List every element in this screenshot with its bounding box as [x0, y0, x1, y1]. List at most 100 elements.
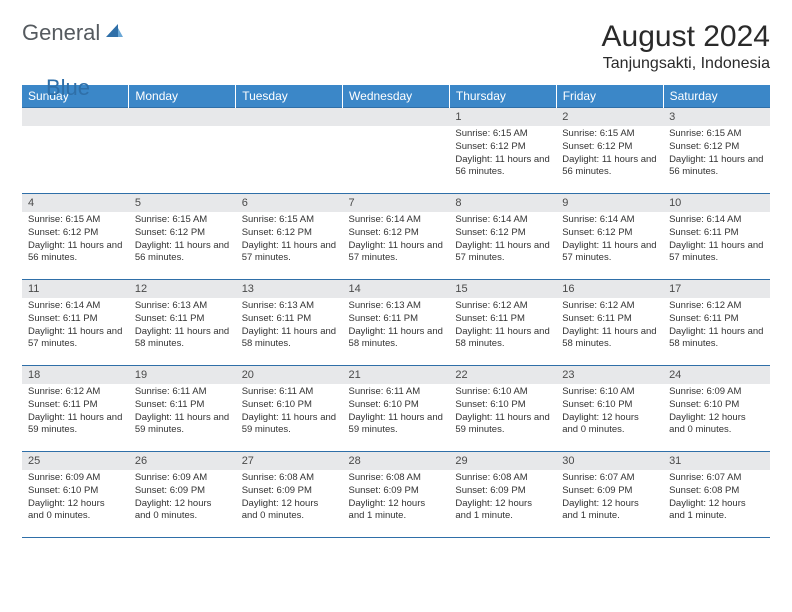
- day-number: 11: [22, 280, 129, 298]
- day-details: Sunrise: 6:09 AMSunset: 6:09 PMDaylight:…: [129, 470, 236, 527]
- weekday-header: Tuesday: [236, 85, 343, 108]
- daylight-text: Daylight: 11 hours and 56 minutes.: [455, 154, 550, 180]
- calendar-cell: 7Sunrise: 6:14 AMSunset: 6:12 PMDaylight…: [343, 194, 450, 280]
- sunset-text: Sunset: 6:10 PM: [242, 399, 337, 412]
- calendar-cell: 2Sunrise: 6:15 AMSunset: 6:12 PMDaylight…: [556, 108, 663, 194]
- daylight-text: Daylight: 11 hours and 57 minutes.: [242, 240, 337, 266]
- sunset-text: Sunset: 6:09 PM: [242, 485, 337, 498]
- day-number: 13: [236, 280, 343, 298]
- sunset-text: Sunset: 6:09 PM: [135, 485, 230, 498]
- sunrise-text: Sunrise: 6:12 AM: [669, 300, 764, 313]
- day-details: Sunrise: 6:09 AMSunset: 6:10 PMDaylight:…: [663, 384, 770, 441]
- day-number: 3: [663, 108, 770, 126]
- day-number: 26: [129, 452, 236, 470]
- calendar-cell: 17Sunrise: 6:12 AMSunset: 6:11 PMDayligh…: [663, 280, 770, 366]
- sunrise-text: Sunrise: 6:07 AM: [669, 472, 764, 485]
- calendar-cell: 5Sunrise: 6:15 AMSunset: 6:12 PMDaylight…: [129, 194, 236, 280]
- calendar-week-row: 1Sunrise: 6:15 AMSunset: 6:12 PMDaylight…: [22, 108, 770, 194]
- calendar-cell: 28Sunrise: 6:08 AMSunset: 6:09 PMDayligh…: [343, 452, 450, 538]
- day-details: Sunrise: 6:15 AMSunset: 6:12 PMDaylight:…: [556, 126, 663, 183]
- daylight-text: Daylight: 11 hours and 58 minutes.: [562, 326, 657, 352]
- sunrise-text: Sunrise: 6:15 AM: [135, 214, 230, 227]
- sunrise-text: Sunrise: 6:09 AM: [135, 472, 230, 485]
- calendar-cell: [236, 108, 343, 194]
- day-number: [129, 108, 236, 126]
- calendar-cell: 8Sunrise: 6:14 AMSunset: 6:12 PMDaylight…: [449, 194, 556, 280]
- sunrise-text: Sunrise: 6:11 AM: [349, 386, 444, 399]
- sunrise-text: Sunrise: 6:12 AM: [28, 386, 123, 399]
- day-number: 10: [663, 194, 770, 212]
- day-details: Sunrise: 6:09 AMSunset: 6:10 PMDaylight:…: [22, 470, 129, 527]
- sunrise-text: Sunrise: 6:14 AM: [669, 214, 764, 227]
- sunset-text: Sunset: 6:12 PM: [135, 227, 230, 240]
- daylight-text: Daylight: 11 hours and 58 minutes.: [455, 326, 550, 352]
- sunset-text: Sunset: 6:09 PM: [455, 485, 550, 498]
- sunset-text: Sunset: 6:12 PM: [669, 141, 764, 154]
- day-details: Sunrise: 6:12 AMSunset: 6:11 PMDaylight:…: [449, 298, 556, 355]
- day-details: Sunrise: 6:08 AMSunset: 6:09 PMDaylight:…: [343, 470, 450, 527]
- calendar-cell: 14Sunrise: 6:13 AMSunset: 6:11 PMDayligh…: [343, 280, 450, 366]
- sunset-text: Sunset: 6:11 PM: [669, 227, 764, 240]
- day-details: Sunrise: 6:15 AMSunset: 6:12 PMDaylight:…: [129, 212, 236, 269]
- sunrise-text: Sunrise: 6:08 AM: [349, 472, 444, 485]
- sunset-text: Sunset: 6:12 PM: [455, 141, 550, 154]
- day-details: Sunrise: 6:15 AMSunset: 6:12 PMDaylight:…: [22, 212, 129, 269]
- sunset-text: Sunset: 6:11 PM: [455, 313, 550, 326]
- weekday-header: Friday: [556, 85, 663, 108]
- daylight-text: Daylight: 11 hours and 59 minutes.: [349, 412, 444, 438]
- sunrise-text: Sunrise: 6:13 AM: [135, 300, 230, 313]
- day-details: Sunrise: 6:12 AMSunset: 6:11 PMDaylight:…: [556, 298, 663, 355]
- sunrise-text: Sunrise: 6:08 AM: [242, 472, 337, 485]
- calendar-cell: 21Sunrise: 6:11 AMSunset: 6:10 PMDayligh…: [343, 366, 450, 452]
- sunset-text: Sunset: 6:09 PM: [349, 485, 444, 498]
- page-header: General August 2024 Tanjungsakti, Indone…: [22, 20, 770, 73]
- daylight-text: Daylight: 11 hours and 57 minutes.: [455, 240, 550, 266]
- day-number: 15: [449, 280, 556, 298]
- sunset-text: Sunset: 6:11 PM: [242, 313, 337, 326]
- day-number: 31: [663, 452, 770, 470]
- sunrise-text: Sunrise: 6:14 AM: [349, 214, 444, 227]
- sunset-text: Sunset: 6:11 PM: [28, 399, 123, 412]
- calendar-cell: 1Sunrise: 6:15 AMSunset: 6:12 PMDaylight…: [449, 108, 556, 194]
- day-number: 22: [449, 366, 556, 384]
- day-number: 17: [663, 280, 770, 298]
- sunrise-text: Sunrise: 6:08 AM: [455, 472, 550, 485]
- sunset-text: Sunset: 6:11 PM: [135, 313, 230, 326]
- month-title: August 2024: [602, 20, 770, 53]
- sunrise-text: Sunrise: 6:15 AM: [669, 128, 764, 141]
- day-details: Sunrise: 6:11 AMSunset: 6:11 PMDaylight:…: [129, 384, 236, 441]
- day-details: Sunrise: 6:15 AMSunset: 6:12 PMDaylight:…: [449, 126, 556, 183]
- sunrise-text: Sunrise: 6:14 AM: [28, 300, 123, 313]
- sunrise-text: Sunrise: 6:15 AM: [28, 214, 123, 227]
- sunrise-text: Sunrise: 6:14 AM: [562, 214, 657, 227]
- sunset-text: Sunset: 6:10 PM: [28, 485, 123, 498]
- daylight-text: Daylight: 11 hours and 56 minutes.: [135, 240, 230, 266]
- daylight-text: Daylight: 11 hours and 56 minutes.: [562, 154, 657, 180]
- day-number: 19: [129, 366, 236, 384]
- day-number: [236, 108, 343, 126]
- sunset-text: Sunset: 6:12 PM: [242, 227, 337, 240]
- daylight-text: Daylight: 11 hours and 59 minutes.: [455, 412, 550, 438]
- day-number: 5: [129, 194, 236, 212]
- calendar-cell: 24Sunrise: 6:09 AMSunset: 6:10 PMDayligh…: [663, 366, 770, 452]
- calendar-cell: 20Sunrise: 6:11 AMSunset: 6:10 PMDayligh…: [236, 366, 343, 452]
- sunrise-text: Sunrise: 6:15 AM: [455, 128, 550, 141]
- sunset-text: Sunset: 6:12 PM: [562, 141, 657, 154]
- day-details: Sunrise: 6:14 AMSunset: 6:12 PMDaylight:…: [343, 212, 450, 269]
- sunrise-text: Sunrise: 6:14 AM: [455, 214, 550, 227]
- weekday-header: Thursday: [449, 85, 556, 108]
- calendar-cell: [343, 108, 450, 194]
- calendar-cell: 18Sunrise: 6:12 AMSunset: 6:11 PMDayligh…: [22, 366, 129, 452]
- calendar-cell: 22Sunrise: 6:10 AMSunset: 6:10 PMDayligh…: [449, 366, 556, 452]
- day-details: Sunrise: 6:10 AMSunset: 6:10 PMDaylight:…: [449, 384, 556, 441]
- day-number: [22, 108, 129, 126]
- sunset-text: Sunset: 6:12 PM: [562, 227, 657, 240]
- day-number: 7: [343, 194, 450, 212]
- day-number: 27: [236, 452, 343, 470]
- sunrise-text: Sunrise: 6:12 AM: [455, 300, 550, 313]
- calendar-cell: 3Sunrise: 6:15 AMSunset: 6:12 PMDaylight…: [663, 108, 770, 194]
- calendar-cell: 4Sunrise: 6:15 AMSunset: 6:12 PMDaylight…: [22, 194, 129, 280]
- daylight-text: Daylight: 11 hours and 57 minutes.: [28, 326, 123, 352]
- day-details: Sunrise: 6:14 AMSunset: 6:12 PMDaylight:…: [556, 212, 663, 269]
- calendar-week-row: 4Sunrise: 6:15 AMSunset: 6:12 PMDaylight…: [22, 194, 770, 280]
